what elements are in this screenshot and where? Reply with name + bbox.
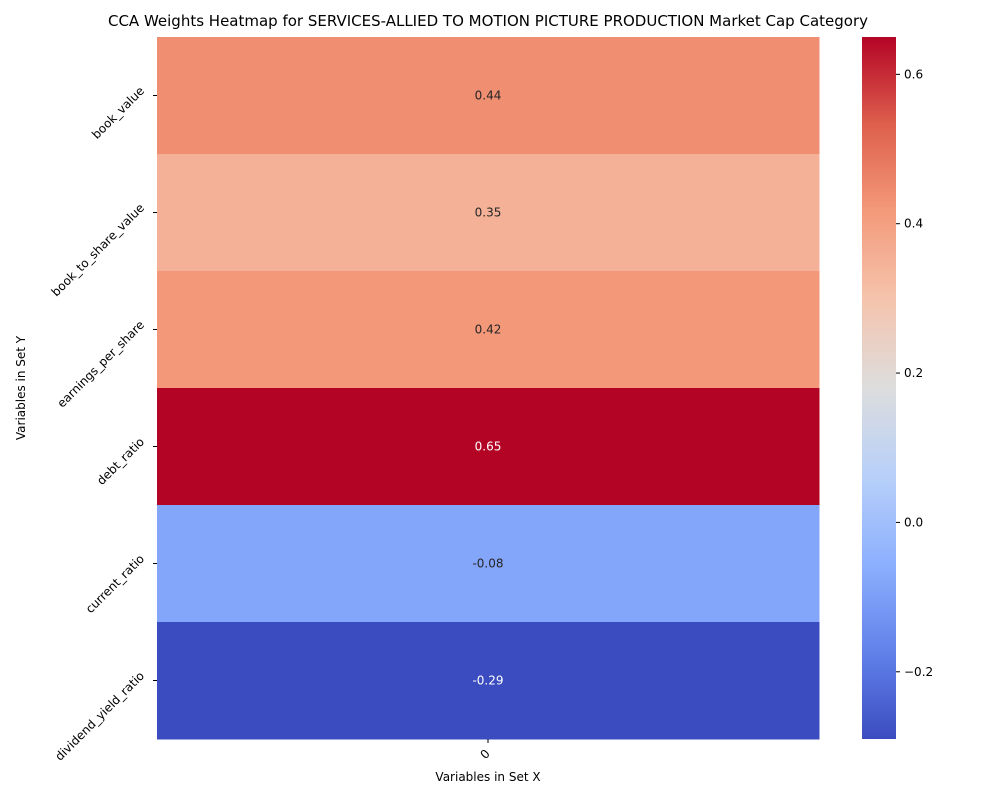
heatmap-cell	[157, 154, 820, 272]
y-tick-label: current_ratio	[83, 552, 147, 616]
x-tick-label: 0	[478, 747, 493, 762]
heatmap-cell	[157, 37, 820, 155]
cell-value-label: 0.35	[475, 206, 502, 220]
cell-value-label: -0.08	[472, 557, 503, 571]
cell-value-label: 0.44	[475, 89, 502, 103]
cell-value-label: -0.29	[472, 674, 503, 688]
y-axis-label: Variables in Set Y	[14, 335, 28, 440]
colorbar: −0.2 0.0 0.2 0.4 0.6	[862, 37, 933, 739]
y-tick-label: book_to_share_value	[49, 201, 148, 300]
colorbar-tick-label: 0.6	[904, 67, 923, 81]
colorbar-tick-label: 0.0	[904, 515, 923, 529]
y-tick-label: dividend_yield_ratio	[52, 669, 147, 764]
colorbar-tick-label: 0.2	[904, 366, 923, 380]
heatmap-cells: 0.44 0.35 0.42 0.65 -0.08 -0.29	[157, 37, 820, 740]
colorbar-tick-label: 0.4	[904, 217, 923, 231]
heatmap-cell	[157, 622, 820, 740]
cell-value-label: 0.42	[475, 323, 502, 337]
heatmap-cell	[157, 388, 820, 506]
y-tick-label: earnings_per_share	[54, 318, 147, 411]
y-tick-label: debt_ratio	[94, 435, 147, 488]
chart-title: CCA Weights Heatmap for SERVICES-ALLIED …	[108, 12, 868, 30]
cell-value-label: 0.65	[475, 440, 502, 454]
heatmap-cell	[157, 271, 820, 389]
heatmap-cell	[157, 505, 820, 623]
colorbar-tick-label: −0.2	[904, 665, 933, 679]
y-tick-label: book_value	[89, 84, 147, 142]
x-axis-label: Variables in Set X	[435, 770, 540, 784]
colorbar-gradient	[862, 37, 896, 739]
